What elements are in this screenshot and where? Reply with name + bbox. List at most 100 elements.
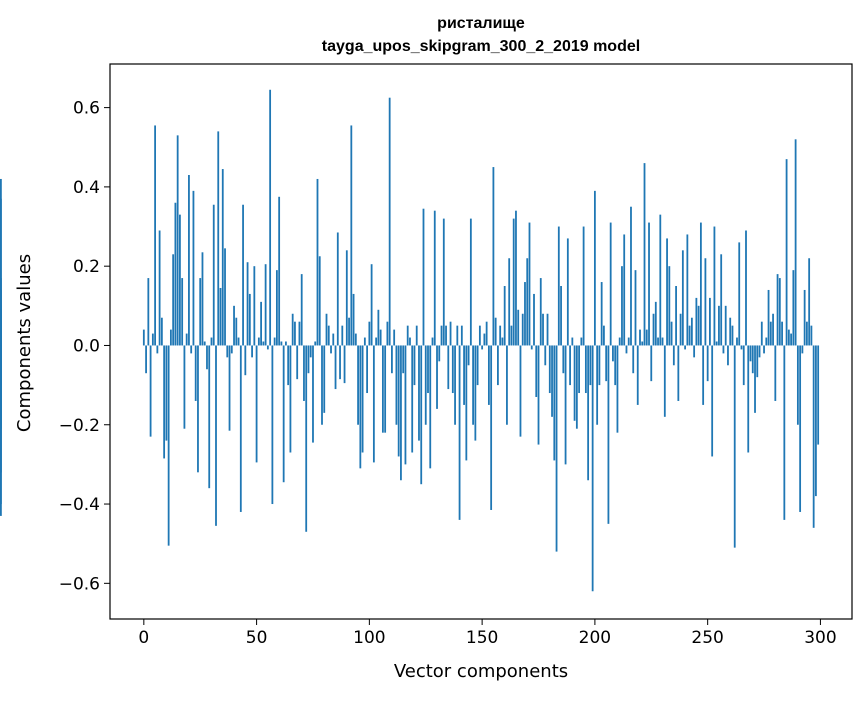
bar <box>573 345 576 421</box>
bar <box>278 196 281 346</box>
bar <box>571 337 574 346</box>
bar <box>381 345 384 433</box>
bar <box>393 329 396 346</box>
bar <box>447 345 450 390</box>
bar <box>490 345 493 510</box>
bar <box>167 345 170 546</box>
bar <box>774 345 777 401</box>
bar <box>409 337 411 346</box>
bar <box>729 317 732 346</box>
bar <box>190 345 193 354</box>
bar <box>524 282 526 346</box>
bar <box>436 345 438 409</box>
bar <box>151 333 154 346</box>
bar <box>158 230 161 346</box>
x-tick-label: 100 <box>353 628 385 648</box>
bar <box>648 222 650 346</box>
bar <box>454 345 456 425</box>
bar <box>467 345 470 366</box>
bar <box>539 278 542 346</box>
bar <box>203 341 206 346</box>
bar <box>499 325 502 346</box>
bar <box>551 345 553 417</box>
bar <box>815 345 817 497</box>
bar <box>300 274 303 346</box>
bar <box>418 345 420 441</box>
bar <box>760 321 763 346</box>
bar <box>645 329 648 346</box>
bar <box>796 345 799 425</box>
bar <box>607 345 610 524</box>
bar <box>420 345 423 485</box>
bar <box>197 345 199 473</box>
bar <box>402 345 405 374</box>
bar <box>228 345 231 431</box>
bar <box>350 125 353 346</box>
bar <box>713 226 716 346</box>
bar <box>174 202 177 346</box>
bar <box>219 287 222 346</box>
bar <box>445 325 447 346</box>
bar <box>481 345 484 350</box>
y-tick-label: 0.2 <box>73 257 100 277</box>
bar <box>722 345 725 354</box>
bar <box>485 321 488 346</box>
bar <box>776 274 779 346</box>
bar <box>160 317 163 346</box>
bar <box>377 309 380 346</box>
bar <box>548 345 551 394</box>
bar <box>169 329 172 346</box>
bar <box>296 345 299 380</box>
bar <box>652 313 655 346</box>
y-tick-label: −0.6 <box>59 574 100 594</box>
bar <box>544 345 547 366</box>
bar <box>149 345 152 437</box>
bar <box>244 345 247 376</box>
bar <box>736 337 738 346</box>
bar <box>359 345 362 469</box>
bar <box>497 345 499 386</box>
bar <box>257 337 260 346</box>
bar <box>681 250 684 346</box>
bar <box>697 305 700 346</box>
bar <box>280 341 283 346</box>
bar <box>808 258 811 346</box>
bar <box>805 321 808 346</box>
bar <box>810 325 813 346</box>
x-axis-ticks: 0 50 100 150 200 250 300 <box>138 619 837 648</box>
bar <box>812 345 815 528</box>
bar <box>400 345 402 481</box>
bar <box>634 270 637 346</box>
bar <box>600 282 603 346</box>
bar <box>787 329 790 346</box>
bar <box>264 264 267 346</box>
bar <box>584 345 587 394</box>
bar <box>749 345 752 362</box>
bar <box>221 169 224 346</box>
bar <box>612 345 614 362</box>
y-tick-label: 0.4 <box>73 178 100 198</box>
bar <box>593 190 596 346</box>
bar <box>560 286 562 346</box>
bar <box>614 345 617 386</box>
bar <box>386 321 389 346</box>
bar <box>431 337 434 346</box>
bar <box>321 345 323 425</box>
bar <box>422 208 425 346</box>
y-tick-label: 0.6 <box>73 99 100 119</box>
bar <box>208 345 211 489</box>
bar <box>763 345 765 354</box>
bar <box>291 313 294 346</box>
bar <box>262 341 265 346</box>
bar <box>438 345 441 362</box>
bar <box>230 345 233 354</box>
plot-frame <box>109 63 853 620</box>
bar <box>535 345 538 397</box>
bar <box>564 345 567 465</box>
bar <box>569 345 571 386</box>
bar <box>639 329 641 346</box>
bar <box>510 325 513 346</box>
bar <box>156 345 159 354</box>
bar <box>368 321 371 346</box>
bar <box>273 337 276 346</box>
